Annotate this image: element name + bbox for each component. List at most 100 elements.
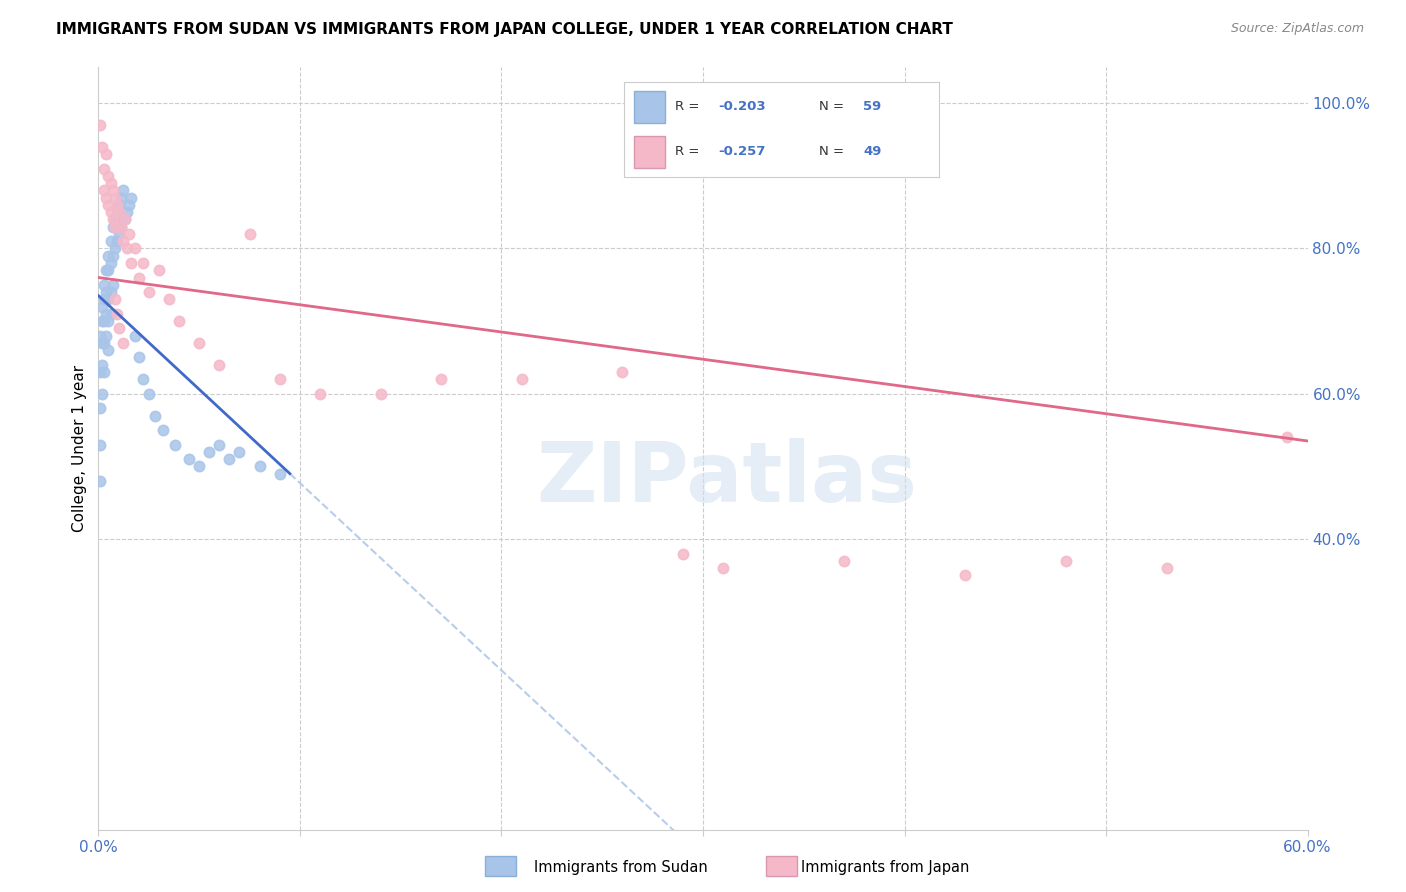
Point xyxy=(208,358,231,372)
Point xyxy=(143,409,166,423)
Point xyxy=(107,205,129,219)
Point xyxy=(97,263,120,277)
Point xyxy=(138,285,160,299)
Point xyxy=(91,140,114,154)
Point xyxy=(97,343,120,358)
Text: Source: ZipAtlas.com: Source: ZipAtlas.com xyxy=(1230,22,1364,36)
Point xyxy=(157,293,180,307)
Point xyxy=(107,227,129,241)
Point xyxy=(105,307,128,321)
Point xyxy=(93,335,115,350)
Point xyxy=(93,365,115,379)
Point xyxy=(101,219,124,234)
Point xyxy=(269,372,291,386)
Point xyxy=(100,307,122,321)
Point xyxy=(148,263,170,277)
Point xyxy=(370,386,392,401)
Point xyxy=(91,386,114,401)
Point xyxy=(120,256,142,270)
Point xyxy=(100,205,122,219)
Point xyxy=(132,256,155,270)
Point xyxy=(110,191,132,205)
Y-axis label: College, Under 1 year: College, Under 1 year xyxy=(72,365,87,532)
Point xyxy=(111,335,134,350)
Point xyxy=(167,314,190,328)
Point xyxy=(89,328,111,343)
Point xyxy=(672,547,695,561)
Text: Immigrants from Sudan: Immigrants from Sudan xyxy=(534,860,709,874)
Point xyxy=(120,191,142,205)
Point xyxy=(111,183,134,197)
Point xyxy=(269,467,291,481)
Point xyxy=(114,212,136,227)
Point xyxy=(110,219,132,234)
Point xyxy=(1156,561,1178,575)
Point xyxy=(101,183,124,197)
Point xyxy=(430,372,453,386)
Point xyxy=(89,437,111,451)
Point xyxy=(188,335,211,350)
Point xyxy=(97,169,120,183)
Point xyxy=(101,249,124,263)
Point xyxy=(711,561,734,575)
Point xyxy=(93,293,115,307)
Point xyxy=(110,219,132,234)
Point xyxy=(179,452,201,467)
Point xyxy=(101,277,124,292)
Point xyxy=(101,212,124,227)
Point xyxy=(96,191,118,205)
Point xyxy=(89,474,111,488)
Point xyxy=(118,198,141,212)
Point xyxy=(118,227,141,241)
Point xyxy=(91,358,114,372)
Point xyxy=(115,242,138,256)
Point xyxy=(510,372,533,386)
Point xyxy=(114,212,136,227)
Point xyxy=(93,183,115,197)
Point xyxy=(91,300,114,314)
Point xyxy=(96,307,118,321)
Text: Immigrants from Japan: Immigrants from Japan xyxy=(801,860,970,874)
Point xyxy=(91,314,114,328)
Point xyxy=(218,452,240,467)
Point xyxy=(103,191,125,205)
Point xyxy=(612,365,634,379)
Point xyxy=(1277,430,1299,444)
Point xyxy=(97,293,120,307)
Point xyxy=(124,242,146,256)
Point xyxy=(100,256,122,270)
Point xyxy=(96,328,118,343)
Point xyxy=(89,401,111,416)
Point xyxy=(100,285,122,299)
Point xyxy=(208,437,231,451)
Point xyxy=(111,234,134,248)
Point xyxy=(103,219,125,234)
Point xyxy=(309,386,332,401)
Point xyxy=(93,161,115,176)
Point xyxy=(115,205,138,219)
Point xyxy=(89,118,111,132)
Point xyxy=(96,147,118,161)
Point xyxy=(100,176,122,190)
Point xyxy=(107,321,129,335)
Point xyxy=(97,198,120,212)
Point xyxy=(97,314,120,328)
Point xyxy=(132,372,155,386)
Point xyxy=(105,198,128,212)
Point xyxy=(198,445,221,459)
Point xyxy=(188,459,211,474)
Point xyxy=(103,293,125,307)
Point xyxy=(152,423,174,437)
Point xyxy=(105,205,128,219)
Point xyxy=(128,270,150,285)
Point xyxy=(128,351,150,365)
Point xyxy=(103,242,125,256)
Point xyxy=(138,386,160,401)
Text: ZIPatlas: ZIPatlas xyxy=(537,438,918,519)
Point xyxy=(103,212,125,227)
Point xyxy=(1054,554,1077,568)
Point xyxy=(163,437,186,451)
Point xyxy=(105,234,128,248)
Point xyxy=(96,263,118,277)
Point xyxy=(93,314,115,328)
